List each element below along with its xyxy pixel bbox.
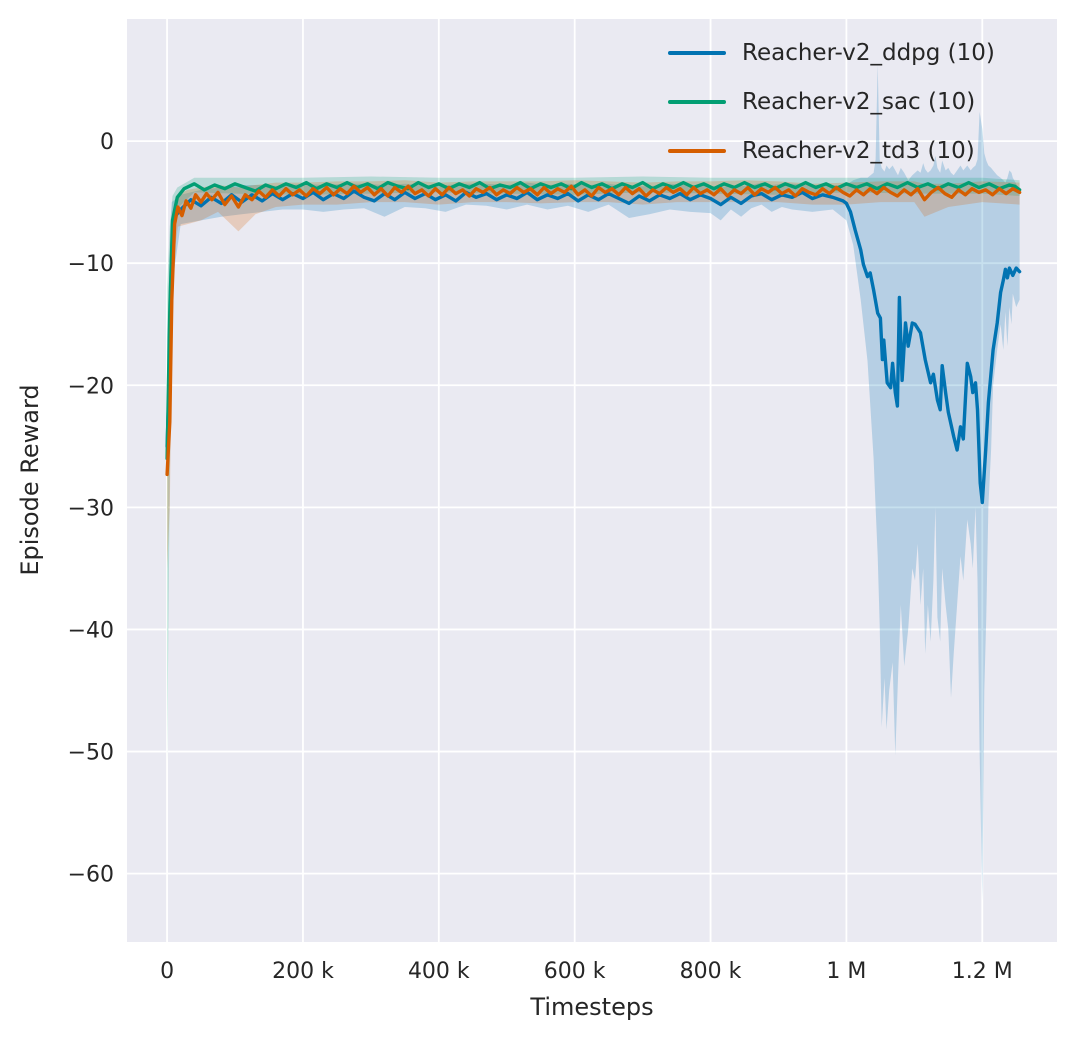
y-axis-label: Episode Reward bbox=[16, 384, 44, 576]
td3-line bbox=[165, 184, 1022, 477]
x-tick-label: 1 M bbox=[826, 959, 866, 984]
legend-entry-sac: Reacher-v2_sac (10) bbox=[668, 77, 995, 126]
y-tick-label: 0 bbox=[100, 130, 114, 155]
ddpg-line-swatch bbox=[668, 50, 726, 55]
x-axis-label: Timesteps bbox=[530, 993, 654, 1021]
gridlines bbox=[127, 19, 1057, 942]
sac-line-swatch bbox=[668, 99, 726, 104]
y-tick-label: −50 bbox=[68, 741, 114, 766]
legend-label-td3: Reacher-v2_td3 (10) bbox=[742, 137, 975, 164]
x-tick-label: 0 bbox=[160, 959, 174, 984]
y-tick-label: −60 bbox=[68, 863, 114, 888]
legend-label-sac: Reacher-v2_sac (10) bbox=[742, 88, 976, 115]
y-tick-label: −40 bbox=[68, 618, 114, 643]
x-tick-label: 200 k bbox=[272, 959, 334, 984]
legend-entry-ddpg: Reacher-v2_ddpg (10) bbox=[668, 28, 995, 77]
y-tick-label: −20 bbox=[68, 374, 114, 399]
x-tick-label: 600 k bbox=[544, 959, 606, 984]
legend-label-ddpg: Reacher-v2_ddpg (10) bbox=[742, 39, 995, 66]
x-tick-label: 1.2 M bbox=[952, 959, 1013, 984]
x-tick-label: 400 k bbox=[408, 959, 470, 984]
td3-line-swatch bbox=[668, 148, 726, 153]
y-tick-label: −30 bbox=[68, 496, 114, 521]
legend: Reacher-v2_ddpg (10) Reacher-v2_sac (10)… bbox=[668, 28, 995, 175]
plot-background bbox=[127, 19, 1057, 942]
y-tick-label: −10 bbox=[68, 252, 114, 277]
sac-line bbox=[165, 180, 1022, 461]
ddpg-line bbox=[165, 189, 1022, 505]
x-tick-label: 800 k bbox=[680, 959, 742, 984]
legend-entry-td3: Reacher-v2_td3 (10) bbox=[668, 126, 995, 175]
